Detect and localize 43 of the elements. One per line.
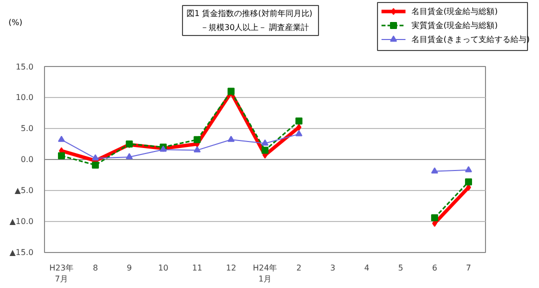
point <box>262 139 268 146</box>
point <box>295 130 302 136</box>
x-tick-label: 8 <box>92 264 98 272</box>
x-tick-label: 7 <box>466 264 472 272</box>
y-tick-label: 5.0 <box>20 124 34 133</box>
legend-label: 名目賃金(現金給与総額) <box>412 7 498 16</box>
point <box>465 178 472 186</box>
x-tick-label: 2 <box>296 264 302 272</box>
point <box>58 152 65 160</box>
y-tick-label: 15.0 <box>16 62 34 72</box>
point <box>296 124 302 131</box>
point <box>194 146 201 152</box>
x-tick-label: 6 <box>432 264 438 272</box>
x-tick-label: 12 <box>226 264 236 272</box>
point <box>431 167 438 174</box>
x-tick-label: 11 <box>192 264 202 272</box>
y-tick-label: ▲15.0 <box>10 248 34 257</box>
x-tick-label: 3 <box>330 264 336 272</box>
x-tick-label: 5 <box>398 264 404 272</box>
point <box>58 136 65 142</box>
y-tick-label: ▲10.0 <box>10 217 34 226</box>
y-axis-title: (%) <box>8 18 22 27</box>
point <box>126 153 133 160</box>
point <box>431 214 438 222</box>
y-tick-label: 0.0 <box>20 155 34 164</box>
point <box>92 154 99 160</box>
point <box>295 118 302 125</box>
legend-label: 名目賃金(きまって支給する給与) <box>412 35 530 44</box>
x-tick-label: 4 <box>364 264 370 272</box>
y-tick-label: ▲5.0 <box>14 186 34 195</box>
y-tick-label: 10.0 <box>16 93 34 102</box>
chart-title: 図1 賃金指数の推移(対前年同月比) <box>186 9 312 18</box>
point <box>194 136 201 144</box>
chart-subtitle: －規模30人以上－ 調査産業計 <box>200 23 310 32</box>
point <box>92 162 99 169</box>
x-tick-label: H23年 7月 <box>49 264 74 284</box>
point <box>465 166 472 172</box>
point <box>262 146 268 154</box>
legend-label: 実質賃金(現金給与総額) <box>412 21 498 30</box>
x-tick-label: H24年 1月 <box>252 264 278 284</box>
x-tick-label: 10 <box>158 264 168 272</box>
x-tick-label: 9 <box>126 264 132 272</box>
point <box>228 136 235 142</box>
